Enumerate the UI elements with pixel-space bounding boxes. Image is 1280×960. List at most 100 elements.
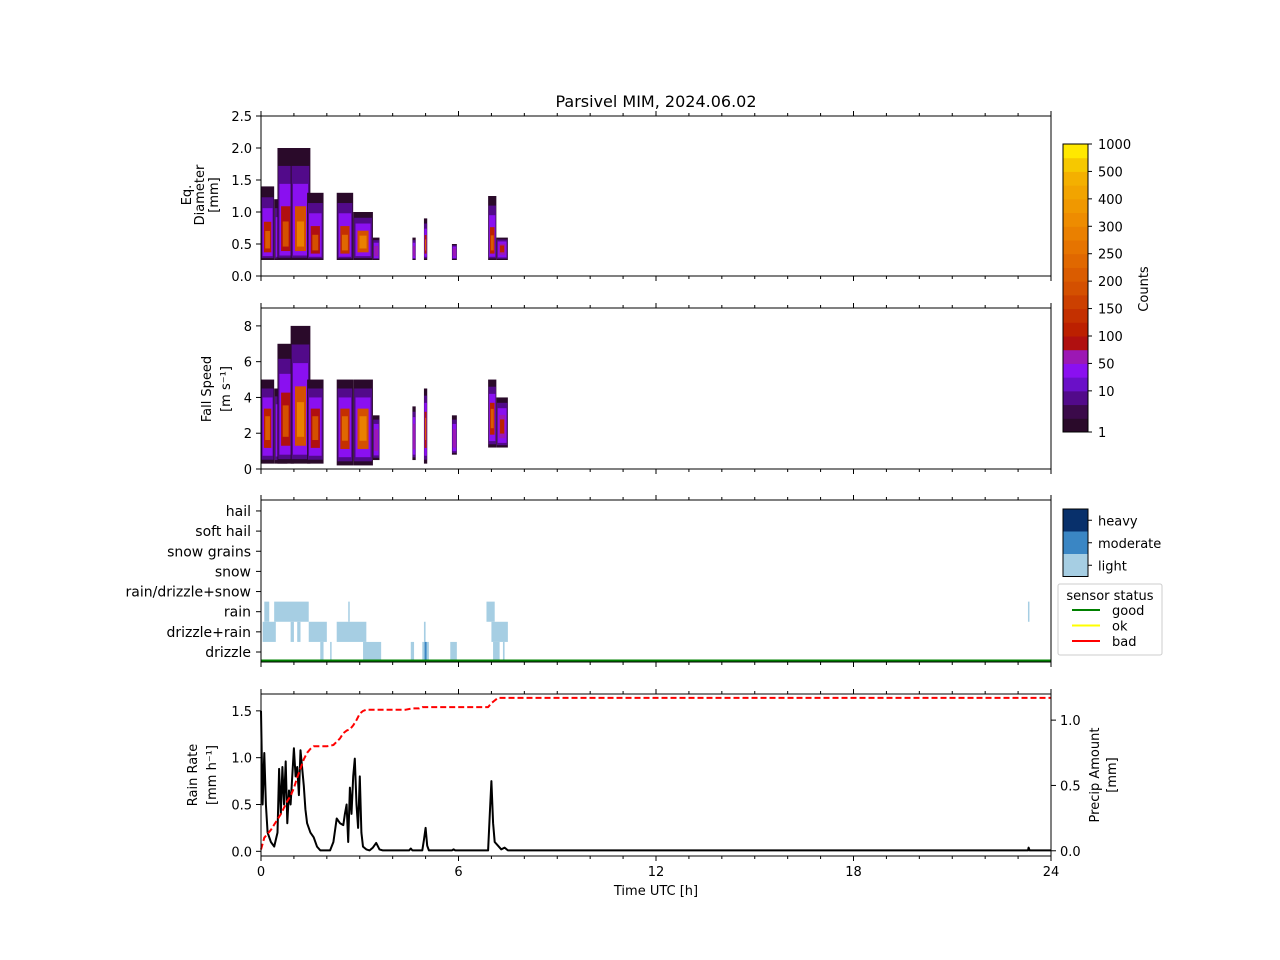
colorbar-segment	[1063, 171, 1088, 186]
colorbar-segment	[1063, 253, 1088, 268]
category-label: soft hail	[195, 524, 251, 540]
heatmap-cell	[375, 248, 378, 255]
colorbar-segment	[1063, 377, 1088, 392]
colorbar-segment	[1063, 226, 1088, 241]
colorbar-segment	[1063, 404, 1088, 419]
category-label: snow	[215, 564, 251, 580]
y-tick-label: 6	[244, 356, 252, 371]
precip-cell	[491, 621, 508, 642]
heatmap-cell	[296, 402, 305, 437]
precip-cell	[493, 641, 500, 663]
heatmap-cell	[424, 239, 427, 251]
fall-speed-axes: 0 2 4 6 8	[244, 303, 1052, 478]
y-right-tick-label: 0.5	[1060, 779, 1081, 794]
intensity-swatch	[1063, 554, 1088, 577]
y-tick-label: 0.5	[231, 238, 252, 253]
colorbar-segment	[1063, 212, 1088, 227]
diameter-heatmap	[261, 148, 508, 260]
heatmap-cell	[312, 416, 319, 441]
y-tick-label: 0	[244, 463, 252, 478]
colorbar-segment	[1063, 363, 1088, 378]
heatmap-cell	[424, 417, 427, 441]
diameter-ylabel-3: [mm]	[207, 177, 222, 212]
rain-rate-ylabel-2: [mm h⁻¹]	[205, 745, 220, 805]
chart-title: Parsivel MIM, 2024.06.02	[555, 92, 756, 111]
x-axis-label: Time UTC [h]	[613, 884, 698, 899]
x-tick-label: 18	[845, 865, 862, 880]
precip-type-cells	[261, 601, 1051, 663]
intensity-swatch	[1063, 509, 1088, 532]
intensity-swatch	[1063, 531, 1088, 554]
colorbar-frame	[1062, 143, 1089, 433]
colorbar-tick-label: 1000	[1098, 138, 1131, 153]
heatmap-cell	[312, 234, 319, 251]
heatmap-cell	[500, 419, 505, 434]
x-tick-label: 24	[1043, 865, 1060, 880]
precip-cell	[1027, 601, 1030, 622]
colorbar-segment	[1063, 240, 1088, 255]
precip-cell	[336, 621, 367, 642]
heatmap-cell	[359, 416, 367, 441]
category-label: rain/drizzle+snow	[126, 585, 251, 601]
heatmap-cell	[453, 432, 456, 444]
precip-type-axes: drizzle drizzle+rain rain rain/drizzle+snow…	[126, 495, 1052, 667]
precip-amount-ylabel-1: Precip Amount	[1088, 728, 1103, 823]
precip-cell	[308, 621, 327, 642]
heatmap-cell	[296, 221, 305, 247]
colorbar-segment	[1063, 198, 1088, 214]
sensor-entry-label: bad	[1112, 635, 1136, 650]
rain-rate-ylabel-1: Rain Rate	[186, 744, 201, 807]
rain-rate-lines	[260, 696, 1051, 852]
x-tick-label: 12	[648, 865, 665, 880]
y-tick-label: 4	[244, 391, 252, 406]
precip-cell	[486, 601, 495, 622]
colorbar-tick-label: 150	[1098, 303, 1123, 318]
colorbar-segment	[1063, 281, 1088, 296]
precip-type-panel: drizzle drizzle+rain rain rain/drizzle+snow…	[126, 495, 1052, 667]
precip-cell	[330, 641, 332, 663]
heatmap-cell	[490, 235, 494, 251]
y-tick-label: 1.0	[231, 206, 252, 221]
category-label: rain	[224, 605, 251, 621]
colorbar-segment	[1063, 157, 1088, 172]
sensor-entry-label: ok	[1112, 620, 1128, 635]
precip-cell	[450, 641, 457, 663]
colorbar-segment	[1063, 336, 1088, 351]
y-tick-label: 2	[244, 427, 252, 442]
heatmap-cell	[500, 245, 505, 253]
precip-cell	[363, 641, 382, 663]
axes-frame	[260, 499, 1052, 663]
diameter-panel: 0.0 0.5 1.0 1.5 2.0 2.5 Eq. Diameter [mm]	[180, 110, 1052, 285]
x-tick-label: 6	[454, 865, 462, 880]
colorbar-tick-label: 250	[1098, 248, 1123, 263]
fall-speed-ylabel-2: [m s⁻¹]	[219, 366, 234, 412]
colorbar-segments: 1 10 50 100 150 200 250 300 400 500 1000	[1062, 138, 1131, 441]
y-tick-label: 2.5	[231, 110, 252, 125]
y-tick-label: 1.5	[231, 705, 252, 720]
precip-cell	[274, 601, 309, 622]
x-tick-label: 0	[257, 865, 265, 880]
colorbar-tick-label: 200	[1098, 275, 1123, 290]
heatmap-cell	[341, 416, 348, 441]
heatmap-cell	[265, 416, 270, 441]
intensity-legend: heavy moderate light	[1062, 508, 1161, 577]
axes-frame	[260, 693, 1052, 857]
y-tick-label: 8	[244, 320, 252, 335]
y-tick-label: 0.0	[231, 270, 252, 285]
category-label: hail	[226, 504, 251, 520]
heatmap-cell	[341, 234, 348, 251]
precip-amount-ylabel-2: [mm]	[1105, 757, 1120, 792]
colorbar-segment	[1063, 294, 1088, 310]
fall-speed-heatmap	[261, 325, 508, 466]
intensity-label: moderate	[1098, 537, 1161, 552]
colorbar-segment	[1063, 390, 1088, 406]
rain-rate-line	[260, 710, 1051, 852]
precip-cell	[502, 641, 505, 663]
sensor-legend-title: sensor status	[1066, 589, 1153, 604]
precip-cell	[264, 601, 270, 622]
rain-rate-panel: 0.00.51.01.50.00.51.00 6 12 18 24 Rain Rate …	[186, 689, 1120, 899]
colorbar-segment	[1063, 308, 1088, 323]
heatmap-cell	[359, 235, 367, 249]
